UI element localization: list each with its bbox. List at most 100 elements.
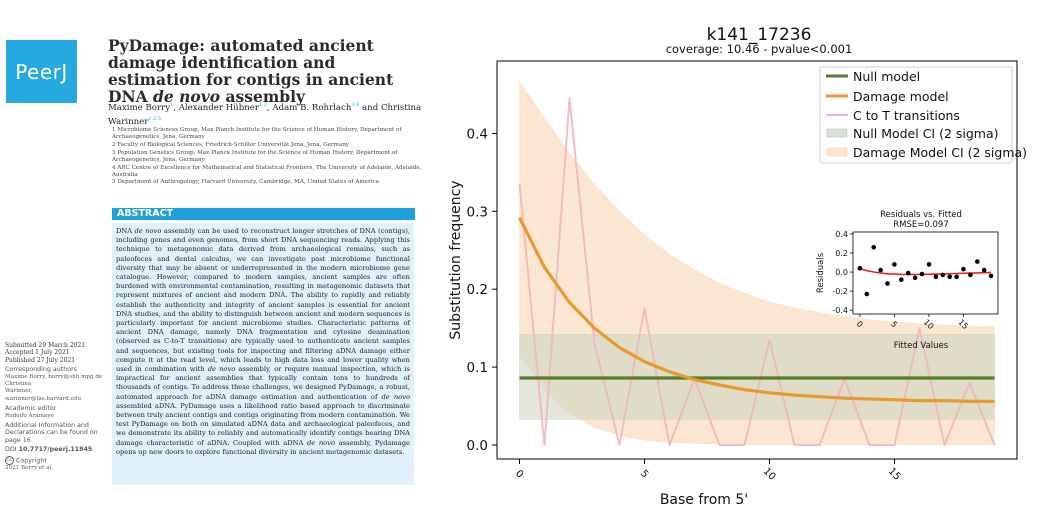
affiliation-line: 2 Faculty of Biological Sciences, Friedr…: [112, 141, 349, 148]
damage-plot-svg: k141_17236 coverage: 10.46 - pvalue<0.00…: [448, 25, 1027, 508]
abstract-italic: de novo: [134, 227, 162, 235]
inset-x-tick-label: 0: [855, 319, 865, 329]
inset-x-tick-label: 5: [889, 319, 899, 329]
legend-swatch-null-ci: [826, 128, 848, 138]
doi-label: DOI: [5, 446, 19, 454]
y-tick-label: 0.2: [467, 282, 488, 298]
residual-point: [947, 274, 952, 280]
y-tick-label: 0.0: [467, 438, 488, 454]
damage-plot-figure: k141_17236 coverage: 10.46 - pvalue<0.00…: [440, 0, 1039, 518]
inset-y-tick-label: 0.4: [835, 230, 848, 239]
affiliation-line: 1 Microbiome Sciences Group, Max Planck …: [112, 127, 402, 141]
plot-frame: [496, 60, 1018, 460]
affiliation-line: 5 Department of Anthropology, Harvard Un…: [112, 179, 379, 186]
corresponding-author-2: Christina: [5, 381, 32, 388]
article-sidebar: Submitted 29 March 2021 Accepted 1 July …: [5, 342, 105, 472]
inset-subtitle: RMSE=0.097: [893, 220, 948, 230]
inset-y-axis-label: Residuals: [816, 252, 826, 293]
paper-first-page: PeerJ PyDamage: automated ancient damage…: [0, 0, 440, 518]
additional-information[interactable]: Additional Information and Declarations …: [5, 422, 98, 444]
y-axis-label: Substitution frequency: [448, 180, 464, 339]
abstract-body: DNA de novo assembly can be used to reco…: [112, 223, 414, 485]
abstract-text: DNA: [116, 227, 135, 235]
corresponding-author-1[interactable]: Maxime Borry, borry@shh.mpg.de: [5, 373, 103, 380]
copyright-label: Copyright: [16, 457, 47, 465]
x-tick-label: 5: [638, 468, 650, 480]
copyright-holder: 2021 Borry et al.: [5, 464, 54, 471]
cc-license-icon: cc: [5, 455, 14, 465]
academic-editor: Rodolfo Aramayo: [5, 412, 54, 419]
corresponding-author-2-email[interactable]: Warinner, warinner@fas.harvard.edu: [5, 388, 82, 402]
residual-point: [968, 272, 973, 278]
abstract-text: assembly, or require manual inspection, …: [116, 365, 410, 401]
abstract-italic: de novo: [207, 365, 236, 374]
abstract-italic: de novo: [381, 392, 410, 401]
title-text: PyDamage: automated ancient damage ident…: [108, 36, 394, 106]
y-tick-label: 0.3: [467, 204, 488, 220]
published-date: Published 27 July 2021: [5, 356, 76, 364]
residuals-inset: Residuals vs. Fitted RMSE=0.097 -0.4 -0.2…: [816, 210, 999, 351]
corresponding-authors-heading: Corresponding authors: [5, 366, 77, 374]
plot-title: k141_17236: [707, 25, 812, 45]
inset-y-tick-label: -0.4: [832, 306, 848, 315]
residual-point: [871, 245, 876, 250]
accepted-date: Accepted 1 July 2021: [5, 349, 70, 357]
residual-point: [899, 277, 904, 283]
journal-logo: PeerJ: [6, 40, 77, 103]
author-name: Alexander Hübner: [178, 102, 259, 113]
author-name: Adam B. Rohrlach: [272, 102, 352, 113]
residual-point: [961, 266, 966, 272]
residual-point: [919, 271, 925, 277]
author-affiliation-marker: 1,2: [258, 102, 267, 108]
author-affiliation-marker: 1: [170, 102, 174, 108]
residual-point: [975, 259, 980, 264]
y-tick-label: 0.1: [467, 360, 488, 376]
academic-editor-heading: Academic editor: [5, 405, 57, 413]
inset-y-tick-label: 0.0: [835, 268, 848, 277]
y-tick-label: 0.4: [467, 126, 488, 142]
residual-point: [892, 262, 897, 267]
legend-damage-model: Damage model: [853, 89, 949, 104]
legend-null-ci: Null Model CI (2 sigma): [853, 126, 999, 141]
title-italic: de novo: [153, 87, 221, 106]
doi-value[interactable]: 10.7717/peerj.11845: [18, 446, 93, 454]
affiliation-line: 3 Population Genetics Group, Max Planck …: [112, 149, 398, 163]
author-affiliation-marker: 3,4: [351, 102, 360, 108]
residual-point: [954, 274, 959, 280]
title-text-end: assembly: [220, 87, 306, 106]
legend-c-to-t: C to T transitions: [853, 108, 960, 123]
inset-y-tick-label: -0.2: [832, 287, 848, 296]
residual-point: [864, 291, 870, 297]
residual-point: [981, 267, 987, 273]
residual-point: [933, 274, 939, 280]
residual-point: [912, 275, 918, 281]
author-name: Christina Warinner: [108, 102, 422, 127]
abstract-heading: ABSTRACT: [112, 208, 415, 220]
residual-point: [878, 267, 883, 273]
damage-model-line: [518, 216, 995, 403]
doi[interactable]: DOI 10.7717/peerj.11845: [5, 446, 105, 453]
abstract-italic: de novo: [306, 438, 335, 447]
legend-null-model: Null model: [853, 69, 920, 84]
x-axis-label: Base from 5': [660, 492, 748, 508]
submitted-date: Submitted 29 March 2021: [5, 342, 86, 349]
legend: Null model Damage model C to T transitio…: [819, 66, 1027, 164]
residual-point: [857, 265, 863, 271]
author-affiliation-marker: 1,2,5: [148, 115, 162, 122]
abstract-text: assembled aDNA. PyDamage uses a likeliho…: [116, 401, 410, 447]
residual-point: [926, 262, 932, 267]
legend-damage-ci: Damage Model CI (2 sigma): [853, 145, 1027, 160]
residual-point: [940, 272, 946, 278]
copyright: cc Copyright: [5, 455, 105, 465]
affiliations: 1 Microbiome Sciences Group, Max Planck …: [112, 127, 430, 187]
inset-title: Residuals vs. Fitted: [880, 210, 962, 220]
x-tick-label: 15: [886, 466, 903, 483]
legend-box: [819, 66, 1013, 164]
x-tick-label: 10: [761, 466, 778, 483]
inset-y-tick-label: 0.2: [835, 249, 848, 258]
inset-x-axis-label: Fitted Values: [894, 341, 949, 351]
plot-subtitle: coverage: 10.46 - pvalue<0.001: [666, 42, 853, 56]
inset-frame: [852, 231, 999, 315]
legend-swatch-damage-ci: [826, 147, 848, 157]
author-name: Maxime Borry: [108, 102, 171, 113]
